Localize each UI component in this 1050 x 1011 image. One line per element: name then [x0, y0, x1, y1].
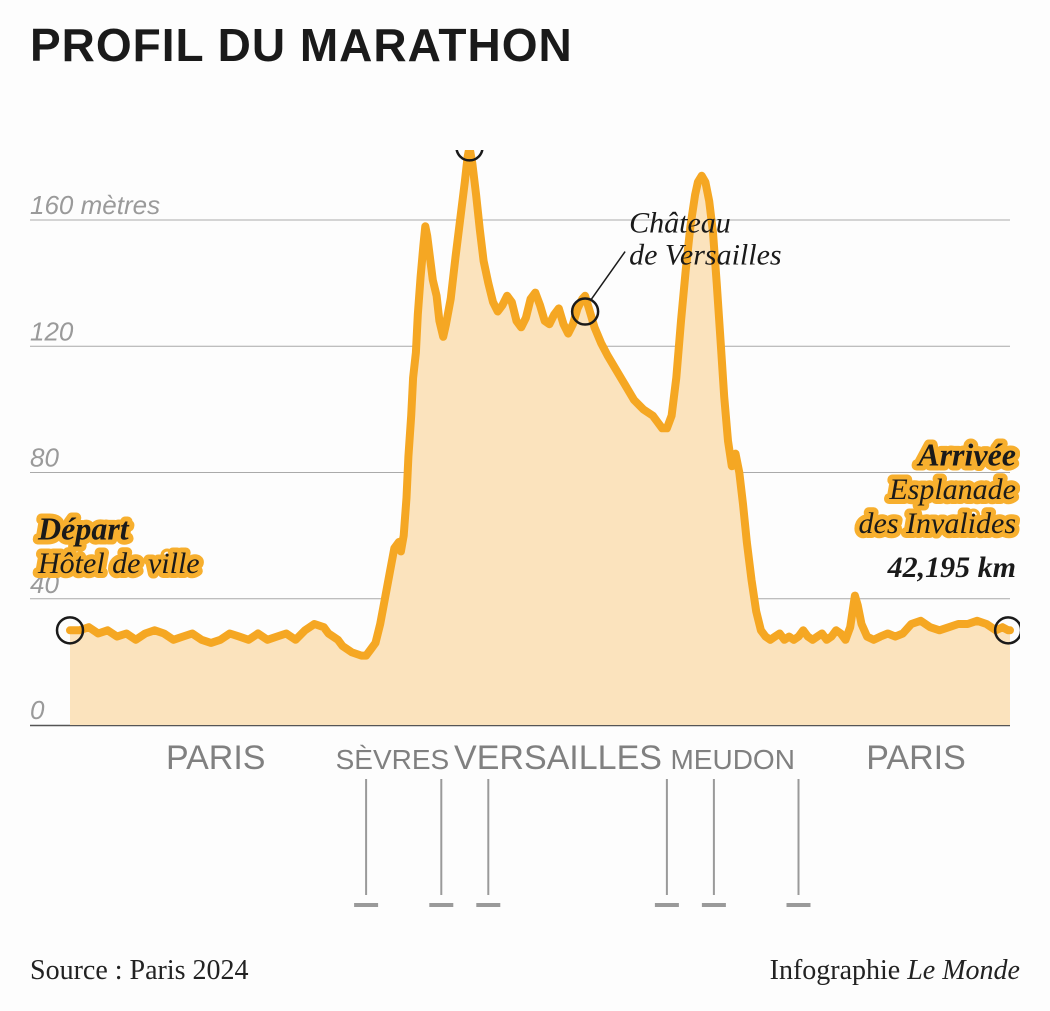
svg-text:120: 120	[30, 316, 74, 346]
svg-text:Hôtel de ville: Hôtel de ville	[37, 547, 200, 580]
credit-text: Infographie Le Monde	[770, 955, 1020, 987]
chart-title: PROFIL DU MARATHON	[30, 18, 573, 72]
svg-text:de Versailles: de Versailles	[629, 238, 781, 271]
source-text: Source : Paris 2024	[30, 955, 249, 987]
svg-text:SÈVRES: SÈVRES	[336, 744, 450, 775]
svg-text:PARIS: PARIS	[166, 739, 266, 777]
svg-text:0: 0	[30, 695, 45, 725]
footer: Source : Paris 2024 Infographie Le Monde	[30, 955, 1020, 987]
svg-text:80: 80	[30, 443, 59, 473]
svg-text:Départ: Départ	[37, 511, 130, 547]
svg-text:Arrivée: Arrivée	[916, 437, 1016, 473]
svg-text:PARIS: PARIS	[866, 739, 966, 777]
svg-text:Esplanade: Esplanade	[888, 473, 1016, 506]
svg-text:MEUDON: MEUDON	[670, 744, 794, 775]
elevation-chart: 04080120160 mètresPARISSÈVRESVERSAILLESM…	[30, 150, 1020, 910]
svg-text:Château: Château	[629, 206, 731, 239]
svg-text:42,195 km: 42,195 km	[887, 551, 1016, 584]
svg-text:des Invalides: des Invalides	[859, 507, 1016, 540]
svg-text:VERSAILLES: VERSAILLES	[454, 739, 662, 777]
svg-text:160 mètres: 160 mètres	[30, 190, 160, 220]
